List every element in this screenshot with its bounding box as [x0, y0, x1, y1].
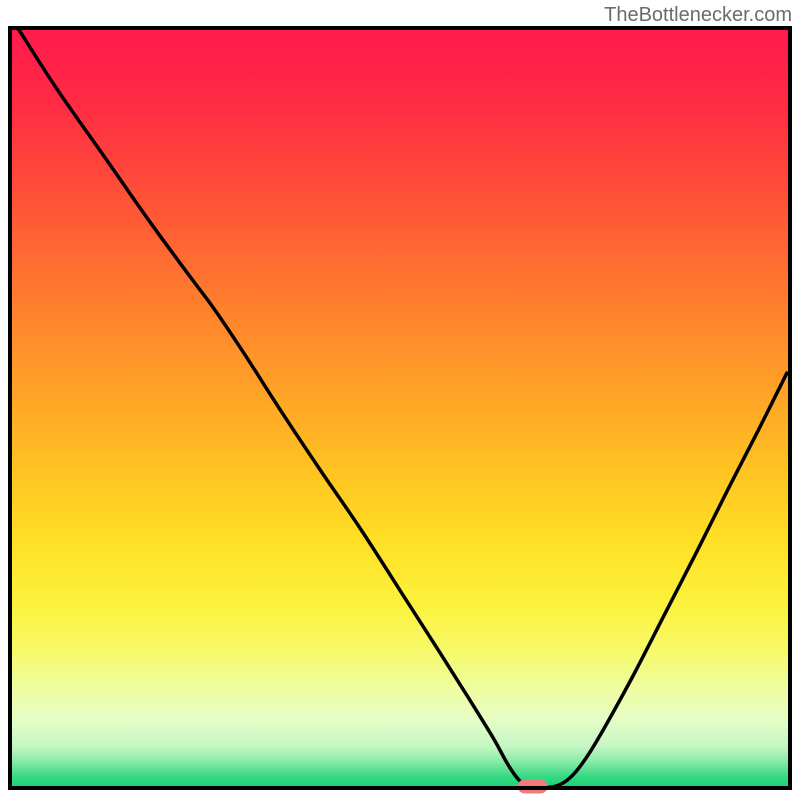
chart-background [10, 28, 790, 788]
chart-stage: TheBottlenecker.com [0, 0, 800, 800]
bottleneck-chart [0, 0, 800, 800]
